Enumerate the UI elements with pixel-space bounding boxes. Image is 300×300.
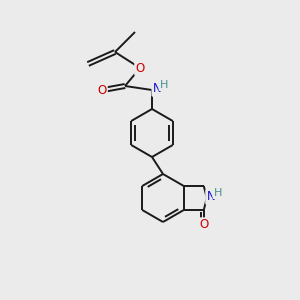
Text: O: O (135, 61, 145, 74)
Text: O: O (98, 83, 106, 97)
Text: H: H (160, 80, 168, 90)
Text: N: N (206, 190, 215, 203)
Text: N: N (153, 82, 161, 95)
Text: O: O (199, 218, 208, 232)
Text: H: H (214, 188, 222, 198)
